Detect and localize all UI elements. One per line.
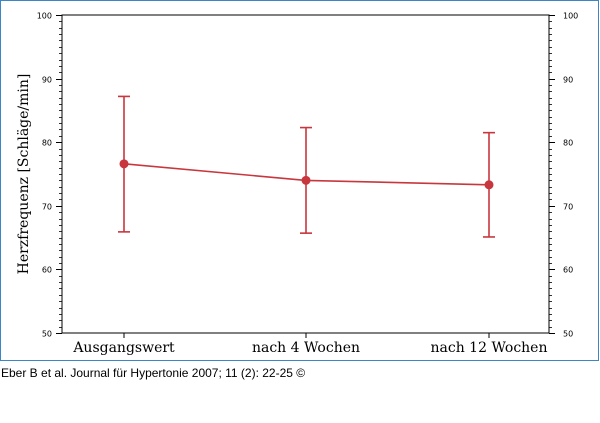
y-tick-label-left: 100 [37,12,52,21]
y-tick-label-right: 80 [563,139,573,148]
x-tick-label: Ausgangswert [72,340,175,356]
y-axis-label: Herzfrequenz [Schläge/min] [16,74,32,275]
line-chart: 50 50 60 60 70 70 80 80 90 90 100 100 Ausgangswert na… [16,12,578,357]
x-tick-label: nach 4 Wochen [252,340,360,356]
y-tick-label-right: 90 [563,76,573,85]
y-tick-label-right: 60 [563,266,573,275]
y-tick-label-right: 50 [563,330,573,339]
y-tick-label-left: 50 [42,330,52,339]
data-point [119,159,129,169]
data-point [484,180,494,190]
data-point [301,175,311,185]
y-tick-label-right: 70 [563,203,573,212]
y-tick-label-left: 80 [42,139,52,148]
y-tick-label-left: 60 [42,266,52,275]
y-tick-label-right: 100 [563,12,578,21]
citation-text: Eber B et al. Journal für Hypertonie 200… [1,366,306,380]
y-tick-label-left: 90 [42,76,52,85]
x-tick-label: nach 12 Wochen [431,340,548,356]
y-tick-label-left: 70 [42,203,52,212]
